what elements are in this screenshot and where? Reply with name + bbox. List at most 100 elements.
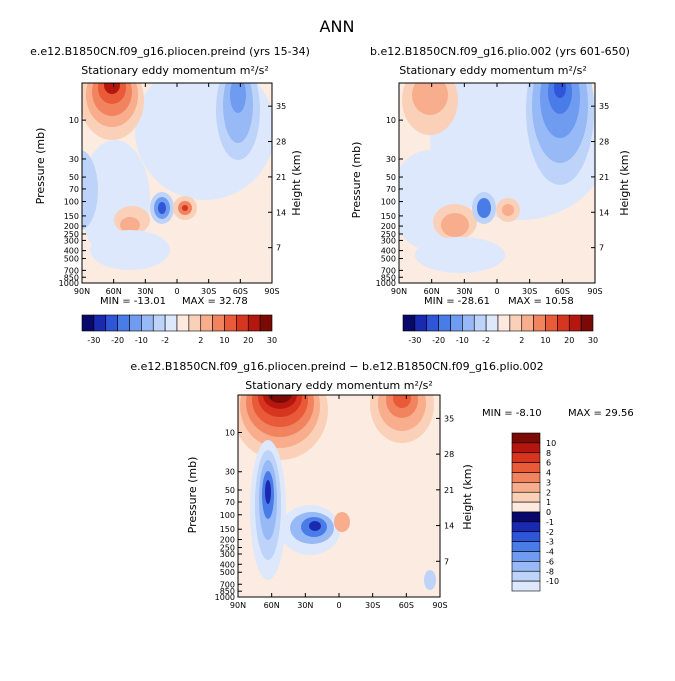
right-tick-label: 35	[276, 102, 286, 111]
colorbar-label: -8	[546, 567, 554, 576]
colorbar-swatch	[402, 314, 416, 332]
panel-b-case-title: b.e12.B1850CN.f09_g16.plio.002 (yrs 601-…	[370, 45, 630, 58]
colorbar-swatch	[176, 314, 190, 332]
x-tick-label: 30S	[522, 287, 537, 296]
colorbar-swatch	[259, 314, 273, 332]
colorbar-swatch	[511, 570, 541, 582]
y-tick-label: 70	[69, 185, 79, 194]
colorbar-swatch	[511, 521, 541, 533]
colorbar-swatch	[236, 314, 249, 332]
y-tick-label: 500	[64, 254, 79, 263]
panel-a-max: MAX = 32.78	[182, 296, 248, 307]
x-tick-label: 60N	[264, 601, 280, 610]
panel-diff-ylabel: Pressure (mb)	[186, 457, 199, 534]
y-tick-label: 400	[381, 247, 396, 256]
y-tick-label: 100	[220, 511, 235, 520]
y-tick-label: 250	[64, 230, 79, 239]
y-tick-label: 30	[69, 155, 79, 164]
y-tick-label: 850	[64, 273, 79, 282]
colorbar-swatch	[152, 314, 166, 332]
y-tick-label: 700	[64, 266, 79, 275]
y-tick-label: 50	[69, 173, 79, 182]
y-tick-label: 1000	[215, 593, 235, 602]
colorbar-swatch	[511, 452, 541, 463]
colorbar-label: -30	[408, 336, 421, 345]
panel-b-colorbar: -30 -20 -10 -2 2 10 20 30	[402, 314, 598, 345]
colorbar-swatch	[164, 314, 178, 332]
y-tick-label: 400	[64, 247, 79, 256]
panel-a-neg-contour	[82, 150, 98, 230]
panel-diff-min: MIN = -8.10	[482, 408, 542, 419]
y-tick-label: 250	[220, 543, 235, 552]
x-tick-label: 90N	[74, 287, 90, 296]
colorbar-swatch	[247, 314, 261, 332]
colorbar-swatch	[511, 531, 541, 542]
colorbar-label: 20	[243, 336, 253, 345]
colorbar-swatch	[462, 314, 475, 332]
y-tick-label: 1000	[376, 279, 396, 288]
right-tick-label: 28	[599, 138, 609, 147]
panel-b-field	[399, 83, 595, 283]
panel-a-min: MIN = -13.01	[100, 296, 166, 307]
colorbar-swatch	[485, 314, 499, 332]
panel-b-pos-contour	[412, 83, 448, 115]
colorbar-swatch	[497, 314, 511, 332]
panel-b: b.e12.B1850CN.f09_g16.plio.002 (yrs 601-…	[350, 45, 631, 345]
right-tick-label: 28	[444, 450, 454, 459]
colorbar-swatch	[141, 314, 154, 332]
y-tick-label: 850	[381, 273, 396, 282]
y-tick-label: 10	[225, 429, 235, 438]
right-tick-label: 14	[276, 208, 286, 217]
panel-a-colorbar: -30 -20 -10 -2 2 10 20 30	[81, 314, 277, 345]
colorbar-swatch	[473, 314, 487, 332]
colorbar-label: 10	[546, 439, 556, 448]
y-tick-label: 100	[64, 198, 79, 207]
panel-diff-pos-contour	[268, 395, 292, 403]
panel-a-pos-contour	[120, 217, 140, 233]
colorbar-label: 30	[267, 336, 277, 345]
colorbar-label: -2	[546, 528, 554, 537]
colorbar-swatch	[511, 511, 541, 523]
right-tick-label: 21	[444, 486, 454, 495]
y-tick-label: 100	[381, 198, 396, 207]
y-tick-label: 400	[220, 560, 235, 569]
right-tick-label: 28	[276, 138, 286, 147]
colorbar-label: -10	[546, 577, 559, 586]
colorbar-swatch	[414, 314, 428, 332]
panel-b-neg-contour	[477, 198, 491, 218]
x-tick-label: 60S	[399, 601, 414, 610]
panel-diff-case-title: e.e12.B1850CN.f09_g16.pliocen.preind − b…	[130, 360, 543, 373]
y-tick-label: 150	[220, 525, 235, 534]
colorbar-swatch	[545, 314, 558, 332]
colorbar-swatch	[511, 501, 541, 513]
colorbar-label: -2	[161, 336, 169, 345]
panel-a-pos-contour	[182, 205, 188, 211]
panel-diff-max: MAX = 29.56	[568, 408, 634, 419]
colorbar-label: 30	[588, 336, 598, 345]
right-tick-label: 14	[444, 522, 454, 531]
y-tick-label: 150	[381, 212, 396, 221]
right-tick-label: 35	[444, 414, 454, 423]
y-tick-label: 700	[381, 266, 396, 275]
y-tick-label: 1000	[59, 279, 79, 288]
right-tick-label: 35	[599, 102, 609, 111]
panel-diff-variable: Stationary eddy momentum m²/s²	[245, 379, 432, 392]
colorbar-swatch	[212, 314, 225, 332]
y-tick-label: 850	[220, 587, 235, 596]
panel-a: e.e12.B1850CN.f09_g16.pliocen.preind (yr…	[30, 45, 310, 345]
x-tick-label: 60N	[106, 287, 122, 296]
y-tick-label: 200	[381, 222, 396, 231]
x-tick-label: 60S	[555, 287, 570, 296]
colorbar-label: 0	[546, 508, 551, 517]
x-tick-label: 30N	[456, 287, 472, 296]
y-tick-label: 10	[386, 116, 396, 125]
x-tick-label: 90N	[230, 601, 246, 610]
y-tick-label: 70	[386, 185, 396, 194]
y-tick-label: 200	[64, 222, 79, 231]
colorbar-label: 1	[546, 498, 551, 507]
x-tick-label: 0	[174, 287, 179, 296]
x-tick-label: 90S	[432, 601, 447, 610]
right-tick-label: 7	[276, 244, 281, 253]
y-tick-label: 500	[381, 254, 396, 263]
